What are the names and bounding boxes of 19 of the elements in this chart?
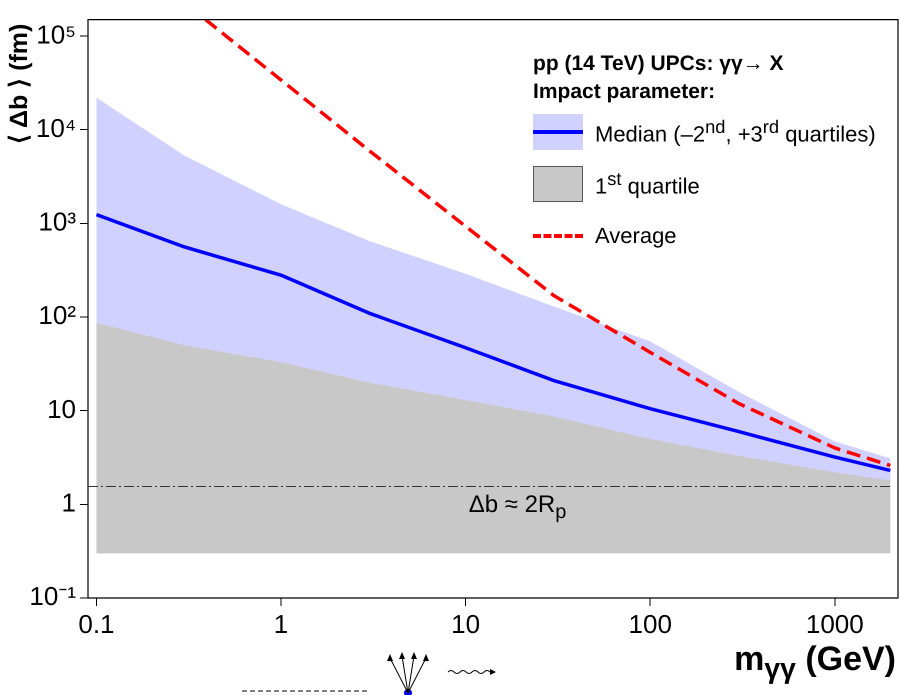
legend-label: Median (–2$^{nd}$, +3$^{rd}$ quartiles) — [595, 116, 876, 148]
x-tick-label: 1000 — [806, 608, 864, 639]
legend-title: pp (14 TeV) UPCs: γγ→ X Impact parameter: — [533, 50, 785, 105]
y-tick-label: 10² — [38, 300, 76, 330]
legend-label: 1$^{st}$ quartile — [595, 168, 700, 200]
x-tick-label: 0.1 — [78, 608, 115, 639]
y-tick-label: 10³ — [38, 206, 76, 237]
x-axis-title: m$_{γγ}$ (GeV) — [734, 640, 896, 686]
y-axis-title: ⟨ Δb ⟩ (fm) — [4, 23, 34, 144]
y-tick-label: 10⁴ — [36, 112, 76, 143]
ref-line-label: Δb ≈ 2R$_{p}$ — [468, 490, 566, 524]
x-tick-label: 10 — [451, 608, 480, 639]
x-tick-label: 1 — [274, 608, 288, 639]
y-tick-label: 10⁵ — [36, 19, 76, 50]
y-tick-label: 1 — [62, 488, 76, 518]
legend-label: Average — [595, 222, 677, 249]
y-tick-label: 10 — [47, 394, 76, 424]
x-tick-label: 100 — [628, 608, 672, 639]
y-tick-label: 10⁻¹ — [29, 581, 76, 612]
